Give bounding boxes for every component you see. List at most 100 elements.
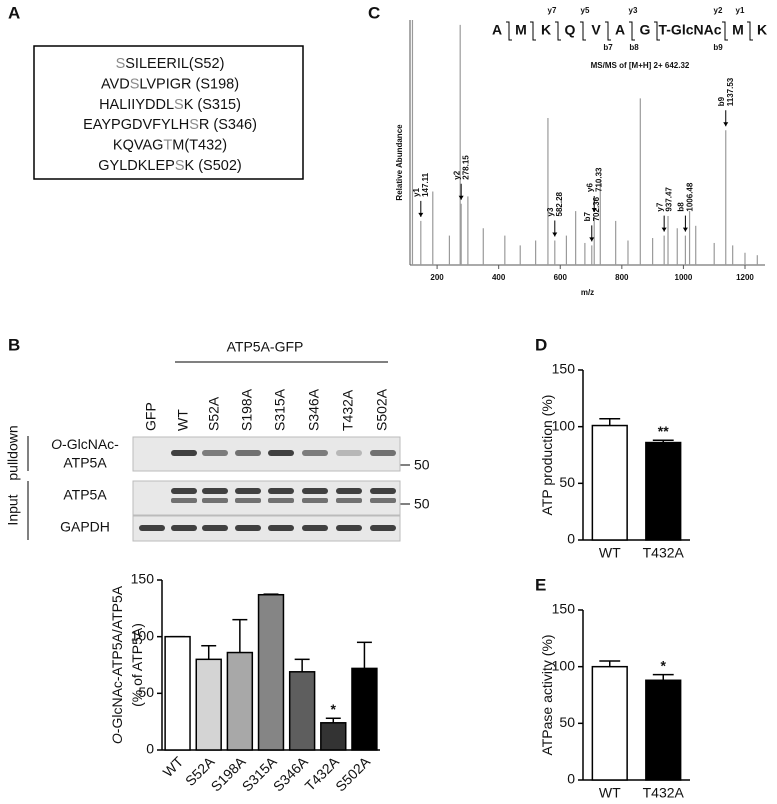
peptide-segment: K (S502) bbox=[185, 158, 242, 174]
peptide-segment: M(T432) bbox=[172, 137, 227, 153]
fragment-bracket bbox=[530, 21, 536, 41]
residue: M bbox=[732, 22, 744, 38]
lane-label: S502A bbox=[374, 388, 390, 431]
peptide-segment: AVD bbox=[101, 76, 130, 92]
residue: A bbox=[615, 22, 625, 38]
bar bbox=[226, 651, 254, 751]
x-tick-label: 1200 bbox=[736, 273, 754, 282]
fragment-bracket bbox=[605, 21, 611, 41]
ion-mz: 1137.53 bbox=[726, 77, 735, 106]
lane-label: S315A bbox=[272, 388, 288, 431]
ion-mz: 582.28 bbox=[555, 191, 564, 216]
top-ion: y7 bbox=[548, 6, 557, 15]
x-tick-label: 600 bbox=[554, 273, 568, 282]
blot-band bbox=[268, 450, 294, 456]
panel-label: B bbox=[8, 335, 20, 354]
bottom-ion: b9 bbox=[713, 43, 723, 52]
blot-band bbox=[268, 488, 294, 494]
blot-band bbox=[336, 488, 362, 494]
y-axis-label-part: (% of ATP5A) bbox=[129, 623, 145, 707]
modified-site: S bbox=[189, 117, 199, 133]
lane-label: GFP bbox=[143, 402, 159, 431]
modified-site: S bbox=[174, 97, 184, 113]
y-tick-label: 50 bbox=[559, 714, 575, 730]
blot-band bbox=[235, 488, 261, 494]
blot-band bbox=[268, 525, 294, 531]
arrow-head bbox=[682, 227, 688, 232]
blot-band bbox=[171, 498, 197, 503]
blot-band bbox=[370, 498, 396, 503]
bar bbox=[288, 671, 316, 751]
y-tick-label: 150 bbox=[131, 571, 155, 587]
y-axis-label: O-GlcNAc-ATP5A/ATP5A bbox=[109, 585, 125, 744]
peptide: EAYPGDVFYLHSR (S346) bbox=[83, 117, 257, 133]
row-label: O-GlcNAc- bbox=[51, 436, 119, 452]
modified-site: S bbox=[116, 56, 126, 72]
y-tick-label: 150 bbox=[552, 361, 576, 377]
y-tick-label: 50 bbox=[138, 684, 154, 700]
lane-label: S52A bbox=[206, 396, 222, 431]
peptide-box bbox=[33, 45, 304, 180]
peptide-segment: EAYPGDVFYLH bbox=[83, 117, 189, 133]
arrow-head bbox=[418, 212, 424, 217]
x-tick-label: 800 bbox=[615, 273, 629, 282]
residue: T-GlcNAc bbox=[658, 22, 721, 38]
y-axis-label-part: -GlcNAc-ATP5A/ATP5A bbox=[109, 585, 125, 733]
ion-label: y2 bbox=[452, 170, 461, 179]
arrow-head bbox=[552, 232, 558, 237]
fragment-bracket bbox=[506, 21, 512, 41]
fragment-bracket bbox=[629, 21, 635, 41]
y-tick-label: 100 bbox=[552, 417, 576, 433]
panel-label: D bbox=[535, 335, 547, 354]
ion-mz: 702.36 bbox=[592, 196, 601, 221]
blot-band bbox=[336, 450, 362, 456]
blot-band bbox=[202, 498, 228, 503]
arrow-head bbox=[458, 195, 464, 200]
spectrum-title: MS/MS of [M+H] 2+ 642.32 bbox=[591, 61, 690, 70]
y-axis-label: (% of ATP5A) bbox=[129, 623, 145, 707]
ion-mz: 147.11 bbox=[421, 172, 430, 197]
x-tick-label: WT bbox=[599, 785, 621, 801]
peptide-segment: R (S346) bbox=[199, 117, 257, 133]
panel-label: E bbox=[535, 575, 546, 594]
residue: K bbox=[757, 22, 767, 38]
ion-label: b8 bbox=[677, 202, 686, 212]
bar bbox=[320, 722, 347, 751]
ion-label: b9 bbox=[717, 96, 726, 106]
y-tick-label: 100 bbox=[131, 627, 155, 643]
x-tick-label: S346A bbox=[270, 753, 312, 795]
ion-label: y3 bbox=[546, 207, 555, 216]
panel-label: C bbox=[368, 3, 380, 22]
blot-band bbox=[370, 525, 396, 531]
group-label: pulldown bbox=[5, 425, 21, 480]
blot-band bbox=[139, 525, 165, 531]
blot-band bbox=[336, 525, 362, 531]
row-label: ATP5A bbox=[63, 487, 107, 503]
lane-label: T432A bbox=[340, 389, 356, 431]
y-axis-label-part: ATP production (%) bbox=[539, 395, 555, 516]
blot-band bbox=[268, 498, 294, 503]
bar bbox=[195, 658, 222, 751]
blot-band bbox=[171, 450, 197, 456]
top-ion: y2 bbox=[714, 6, 723, 15]
residue: Q bbox=[565, 22, 576, 38]
residue: M bbox=[515, 22, 527, 38]
peptide: AVDSLVPIGR (S198) bbox=[101, 76, 239, 92]
arrow-head bbox=[661, 227, 667, 232]
significance-mark: * bbox=[331, 701, 337, 717]
blot-band bbox=[302, 498, 328, 503]
x-tick-label: S502A bbox=[332, 753, 374, 795]
arrow-head bbox=[723, 122, 729, 127]
y-tick-label: 0 bbox=[567, 531, 575, 547]
peptide: KQVAGTM(T432) bbox=[113, 137, 227, 153]
bar bbox=[591, 665, 628, 781]
x-tick-label: 200 bbox=[430, 273, 444, 282]
row-label: ATP5A bbox=[63, 455, 107, 471]
peptide: GYLDKLEPSK (S502) bbox=[98, 158, 241, 174]
ion-mz: 1006.48 bbox=[686, 182, 695, 211]
x-tick-label: T432A bbox=[643, 545, 685, 561]
bar bbox=[645, 679, 682, 781]
peptide-segment: HALIIYDDL bbox=[99, 97, 174, 113]
bar bbox=[645, 441, 682, 541]
